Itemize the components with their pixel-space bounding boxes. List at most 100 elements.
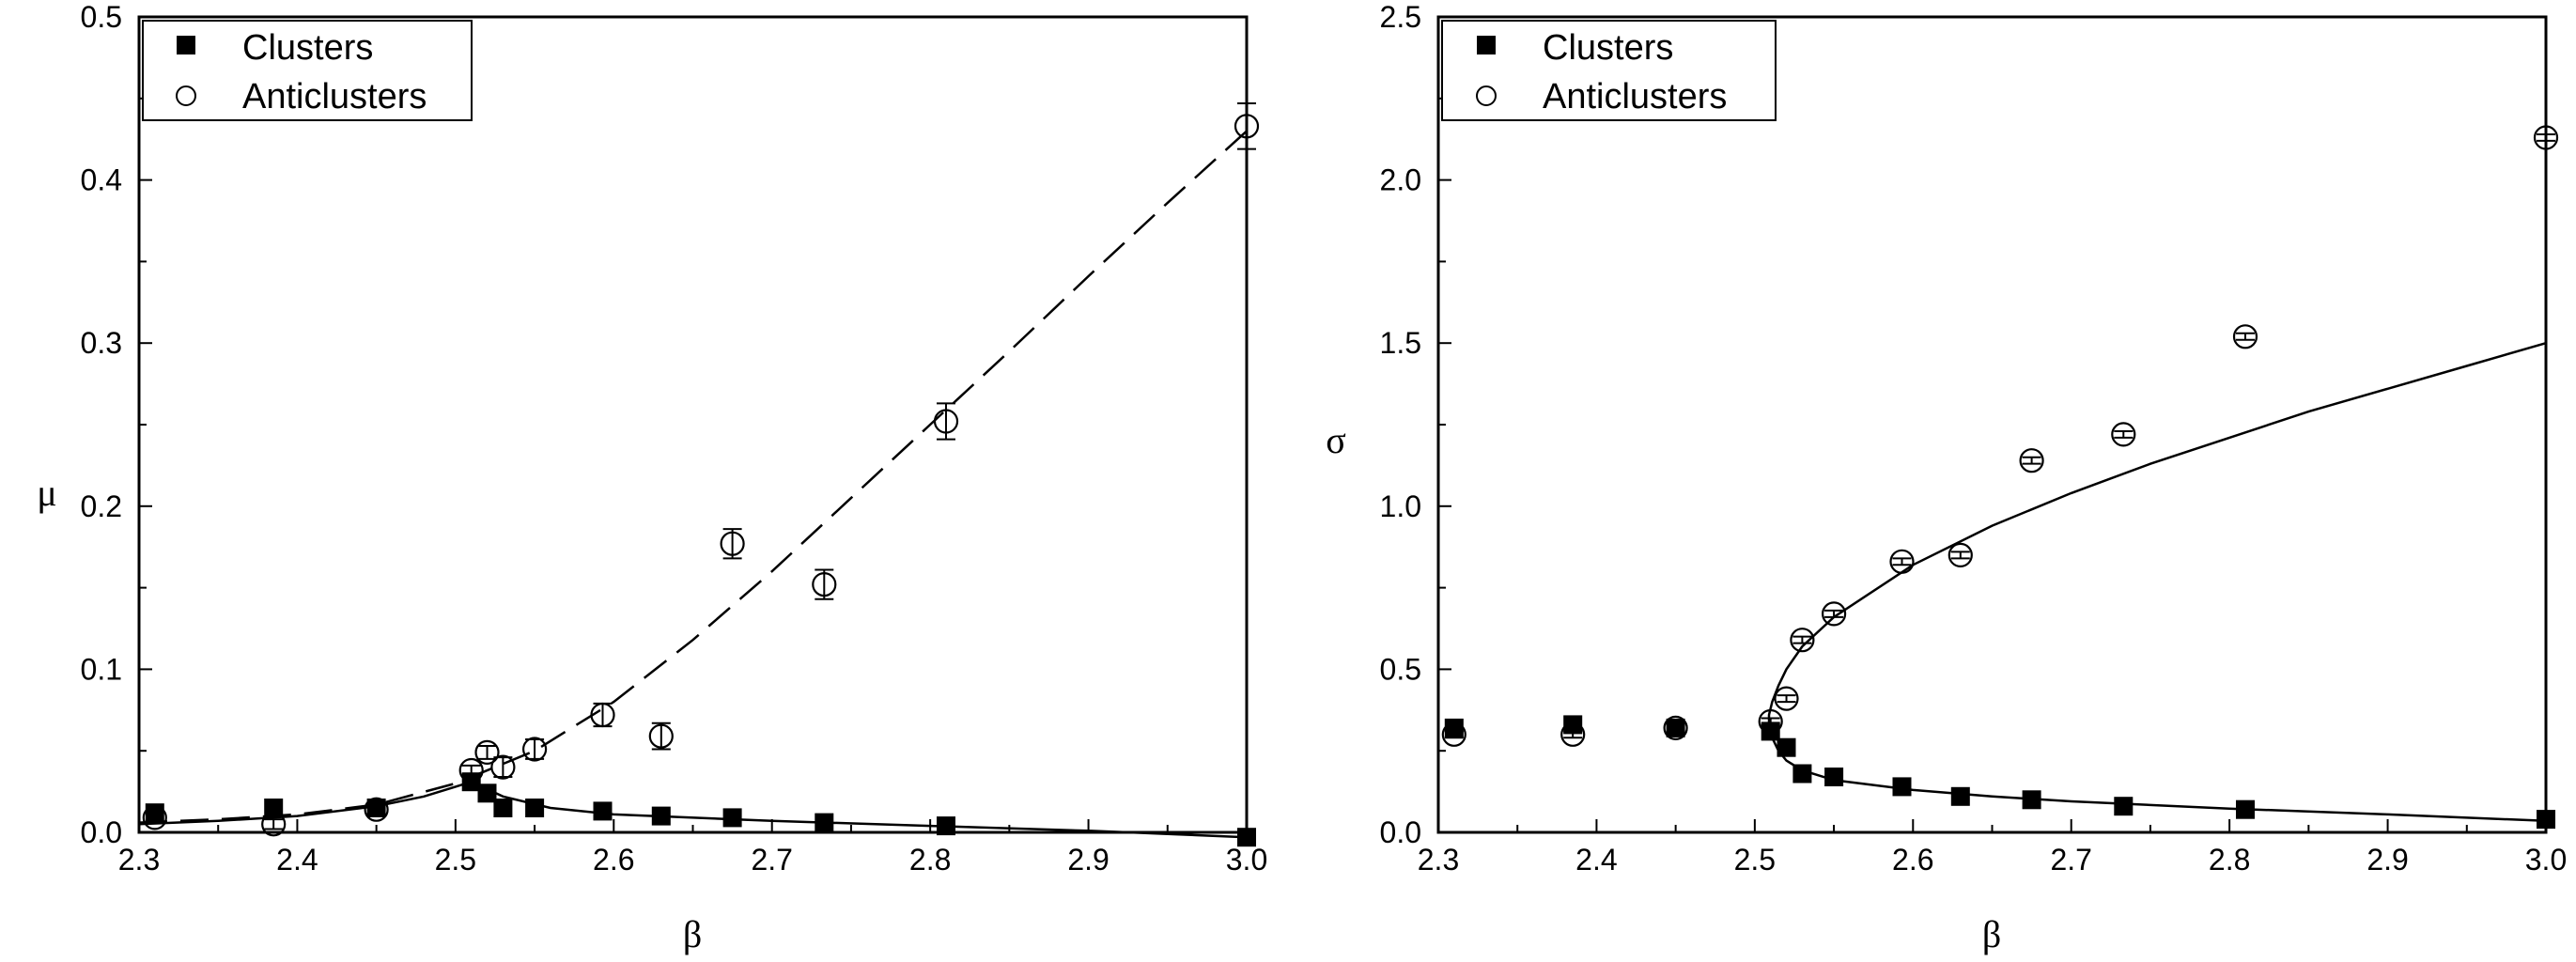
right-clusters-point-11	[2236, 799, 2255, 819]
left-x-tick-label-2: 2.5	[435, 843, 476, 877]
left-anticlusters-point-3	[458, 757, 484, 784]
right-clusters-point-1	[1563, 715, 1583, 735]
left-x-tick-label-0: 2.3	[118, 843, 160, 877]
right-clusters-point-3	[1761, 722, 1780, 741]
right-anticlusters-errorbar-11	[2235, 332, 2255, 341]
right-x-tick-label-7: 3.0	[2525, 843, 2567, 877]
left-clusters-point-9	[722, 808, 742, 828]
left-anticlusters-errorbar-11	[936, 402, 955, 441]
left-anticlusters-errorbar-4	[477, 744, 497, 760]
left-legend-clusters-marker	[177, 36, 195, 54]
left-legend: Clusters Anticlusters	[142, 20, 473, 121]
right-anticlusters-errorbar-2	[1666, 723, 1685, 733]
left-anticlusters-point-10	[812, 571, 837, 597]
left-anticlusters-point-1	[261, 812, 287, 837]
left-anticlusters-point-8	[648, 723, 674, 749]
right-clusters-point-7	[1892, 777, 1912, 797]
right-legend-clusters-marker	[1477, 36, 1496, 54]
right-panel: 2.3 2.4 2.5 2.6 2.7 2.8 2.9 3.0 0.0 0.5 1.0 1.5 2.0 2…	[1326, 0, 2567, 955]
right-fit-line-solid-1	[1767, 724, 2547, 823]
left-axis-ticks: 2.3 2.4 2.5 2.6 2.7 2.8 2.9 3.0 0.0 0.1 0.2 0.3 0.4 0…	[81, 0, 1268, 877]
left-plot-frame	[137, 15, 1249, 834]
left-x-tick-label-1: 2.4	[276, 843, 318, 877]
right-anticlusters-point-6	[1821, 601, 1847, 627]
right-anticlusters-errorbar-6	[1824, 609, 1844, 618]
right-legend-clusters-label: Clusters	[1543, 28, 1673, 68]
left-x-axis-title: β	[683, 913, 702, 955]
left-plot-marks	[138, 102, 1260, 847]
right-anticlusters-point-9	[2019, 448, 2044, 473]
right-anticlusters-point-0	[1441, 722, 1466, 747]
left-anticlusters-point-0	[142, 805, 167, 830]
right-plot-marks	[1441, 125, 2559, 830]
left-clusters-point-6	[525, 799, 545, 817]
right-x-axis-title: β	[1982, 913, 2001, 955]
right-anticlusters-errorbar-3	[1761, 717, 1780, 726]
right-x-tick-label-0: 2.3	[1418, 843, 1459, 877]
right-anticlusters-errorbar-7	[1892, 557, 1912, 566]
left-clusters-point-5	[493, 799, 513, 817]
left-anticlusters-point-2	[364, 797, 389, 822]
left-anticlusters-errorbar-10	[815, 568, 834, 600]
left-fit-line-dashed-1	[138, 130, 1248, 824]
left-anticlusters-point-9	[720, 531, 745, 556]
right-anticlusters-point-8	[1948, 542, 1973, 568]
right-anticlusters-errorbar-0	[1444, 730, 1464, 739]
left-y-axis-title: μ	[37, 472, 56, 514]
left-anticlusters-point-6	[521, 737, 548, 762]
left-anticlusters-errorbar-3	[461, 764, 481, 777]
right-anticlusters-errorbar-5	[1792, 635, 1812, 644]
left-legend-anticlusters-marker	[176, 85, 196, 106]
right-x-tick-label-1: 2.4	[1575, 843, 1617, 877]
left-clusters-point-11	[937, 816, 955, 836]
right-anticlusters-errorbar-1	[1563, 730, 1583, 739]
left-clusters-point-8	[651, 806, 671, 826]
right-clusters-point-9	[2022, 790, 2041, 810]
right-y-axis-title: σ	[1326, 419, 1346, 461]
left-anticlusters-errorbar-0	[145, 812, 164, 824]
right-y-tick-label-2: 1.0	[1380, 489, 1421, 523]
right-anticlusters-point-5	[1790, 628, 1815, 653]
right-legend-anticlusters-label: Anticlusters	[1543, 77, 1727, 116]
left-y-tick-label-2: 0.2	[81, 489, 122, 523]
right-y-tick-label-3: 1.5	[1380, 326, 1421, 360]
right-y-tick-label-1: 0.5	[1380, 652, 1421, 686]
right-anticlusters-point-7	[1889, 549, 1915, 574]
right-y-tick-label-5: 2.5	[1380, 0, 1421, 34]
left-x-tick-label-4: 2.7	[751, 843, 792, 877]
right-clusters-point-8	[1950, 786, 1970, 806]
left-y-tick-label-4: 0.4	[81, 163, 122, 197]
right-anticlusters-point-2	[1663, 715, 1688, 741]
left-y-tick-label-5: 0.5	[81, 0, 122, 34]
left-panel: 2.3 2.4 2.5 2.6 2.7 2.8 2.9 3.0 0.0 0.1 0.2 0.3 0.4 0…	[37, 0, 1267, 955]
left-anticlusters-errorbar-9	[722, 528, 742, 560]
right-axis-ticks: 2.3 2.4 2.5 2.6 2.7 2.8 2.9 3.0 0.0 0.5 1.0 1.5 2.0 2…	[1380, 0, 2568, 877]
right-anticlusters-errorbar-4	[1777, 694, 1796, 704]
right-legend: Clusters Anticlusters	[1441, 20, 1777, 121]
left-legend-clusters-label: Clusters	[242, 28, 373, 68]
left-clusters-point-1	[264, 799, 284, 817]
right-anticlusters-point-4	[1774, 686, 1799, 711]
left-y-tick-label-1: 0.1	[81, 652, 122, 686]
right-y-tick-label-0: 0.0	[1380, 815, 1421, 849]
left-anticlusters-point-5	[490, 754, 516, 780]
left-anticlusters-point-11	[933, 409, 959, 434]
left-anticlusters-errorbar-6	[525, 738, 545, 760]
right-anticlusters-errorbar-8	[1950, 551, 1970, 560]
right-anticlusters-errorbar-9	[2022, 456, 2041, 465]
left-legend-box	[142, 20, 473, 121]
right-anticlusters-point-10	[2111, 422, 2136, 447]
right-x-tick-label-3: 2.6	[1892, 843, 1933, 877]
right-fit-line-solid-0	[1767, 341, 2547, 725]
right-clusters-point-10	[2114, 797, 2134, 816]
right-plot-frame	[1436, 15, 2548, 834]
right-anticlusters-point-11	[2232, 324, 2258, 349]
left-clusters-point-10	[815, 813, 834, 832]
right-x-tick-label-2: 2.5	[1734, 843, 1776, 877]
right-clusters-point-4	[1777, 737, 1796, 757]
left-anticlusters-errorbar-1	[264, 818, 284, 830]
right-clusters-point-5	[1792, 764, 1812, 784]
left-y-tick-label-3: 0.3	[81, 326, 122, 360]
left-y-tick-label-0: 0.0	[81, 815, 122, 849]
